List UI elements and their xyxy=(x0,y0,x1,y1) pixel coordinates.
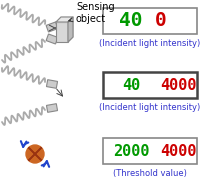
Text: 2000: 2000 xyxy=(113,144,149,159)
Text: 40: 40 xyxy=(119,12,143,30)
Text: 4000: 4000 xyxy=(160,77,196,92)
Circle shape xyxy=(26,145,44,163)
Polygon shape xyxy=(56,17,73,22)
Bar xyxy=(56,22,68,42)
Polygon shape xyxy=(46,80,58,88)
Text: (Incident light intensity): (Incident light intensity) xyxy=(99,103,200,112)
FancyBboxPatch shape xyxy=(103,8,197,34)
Polygon shape xyxy=(46,104,58,112)
Text: 40: 40 xyxy=(122,77,140,92)
FancyBboxPatch shape xyxy=(103,72,197,98)
Text: (Threshold value): (Threshold value) xyxy=(113,169,187,178)
Polygon shape xyxy=(46,22,58,32)
FancyBboxPatch shape xyxy=(103,138,197,164)
Polygon shape xyxy=(68,17,73,42)
Polygon shape xyxy=(46,34,58,44)
Text: 0: 0 xyxy=(155,12,166,30)
Text: Sensing
object: Sensing object xyxy=(69,2,115,24)
Text: (Incident light intensity): (Incident light intensity) xyxy=(99,39,200,48)
Text: 4000: 4000 xyxy=(160,144,196,159)
